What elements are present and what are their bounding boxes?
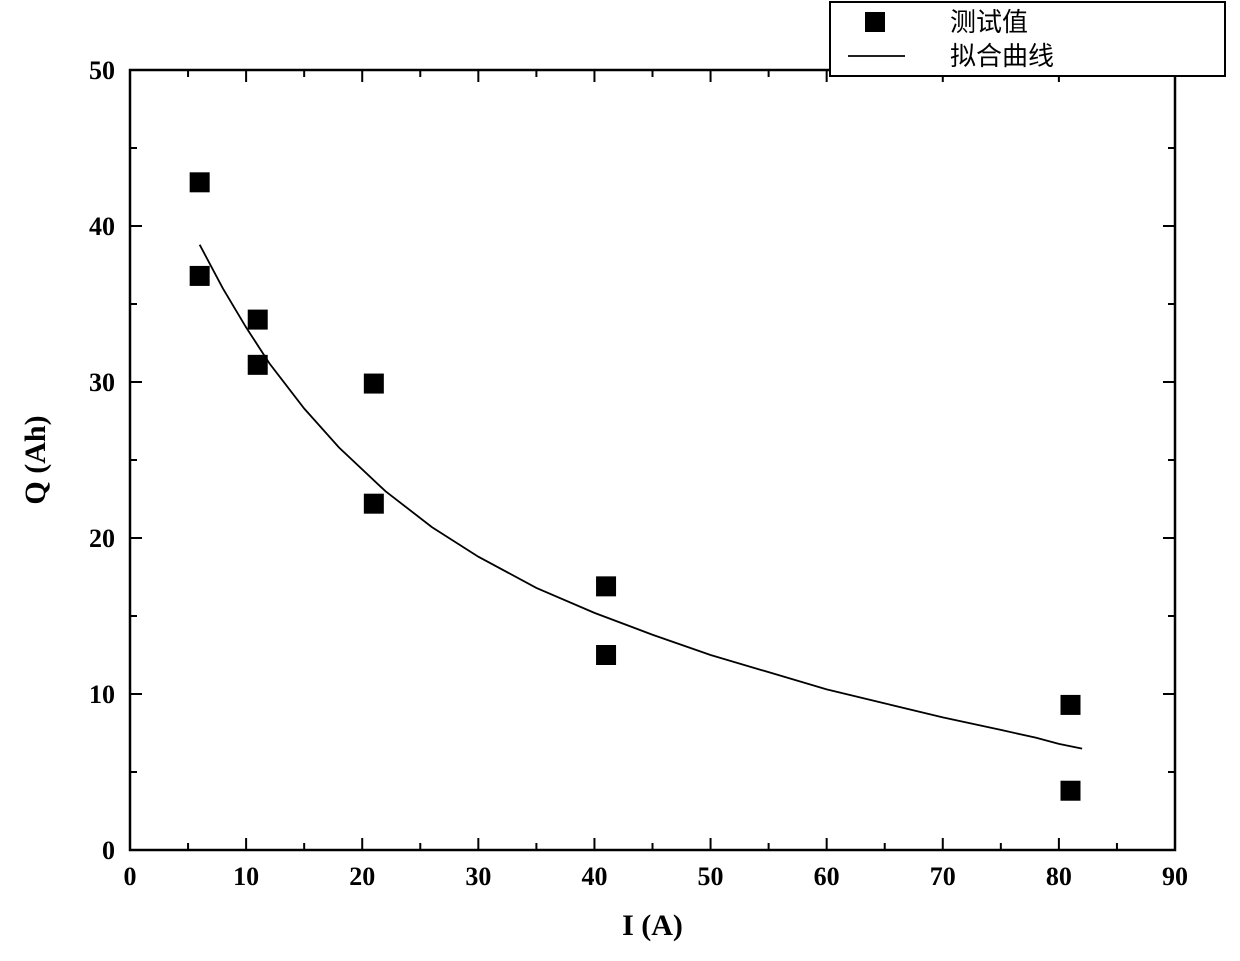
y-tick-label: 10 — [89, 680, 115, 709]
y-tick-label: 0 — [102, 836, 115, 865]
legend-marker-icon — [865, 12, 885, 32]
data-point — [364, 494, 384, 514]
data-point — [1061, 695, 1081, 715]
x-tick-label: 50 — [698, 862, 724, 891]
data-point — [596, 645, 616, 665]
chart-container: 0 10 20 30 40 50 60 70 80 90 0 10 20 30 40 50 I (A) Q (Ah… — [0, 0, 1240, 961]
x-tick-label: 90 — [1162, 862, 1188, 891]
y-tick-label: 40 — [89, 212, 115, 241]
y-axis-label: Q (Ah) — [19, 415, 52, 504]
data-point — [248, 310, 268, 330]
scatter-chart: 0 10 20 30 40 50 60 70 80 90 0 10 20 30 40 50 I (A) Q (Ah… — [0, 0, 1240, 961]
x-tick-label: 10 — [233, 862, 259, 891]
x-tick-label: 70 — [930, 862, 956, 891]
legend: 测试值拟合曲线 — [830, 2, 1225, 76]
legend-label: 测试值 — [950, 8, 1028, 37]
y-tick-label: 20 — [89, 524, 115, 553]
data-point — [190, 266, 210, 286]
chart-bg — [0, 0, 1240, 961]
y-tick-label: 50 — [89, 56, 115, 85]
y-tick-label: 30 — [89, 368, 115, 397]
x-tick-label: 30 — [465, 862, 491, 891]
data-point — [596, 576, 616, 596]
x-axis-label: I (A) — [622, 909, 683, 942]
data-point — [248, 355, 268, 375]
x-tick-label: 80 — [1046, 862, 1072, 891]
data-point — [1061, 781, 1081, 801]
legend-label: 拟合曲线 — [950, 42, 1054, 71]
data-point — [190, 172, 210, 192]
x-tick-label: 40 — [581, 862, 607, 891]
x-tick-label: 0 — [124, 862, 137, 891]
x-tick-label: 60 — [814, 862, 840, 891]
data-point — [364, 374, 384, 394]
x-tick-label: 20 — [349, 862, 375, 891]
